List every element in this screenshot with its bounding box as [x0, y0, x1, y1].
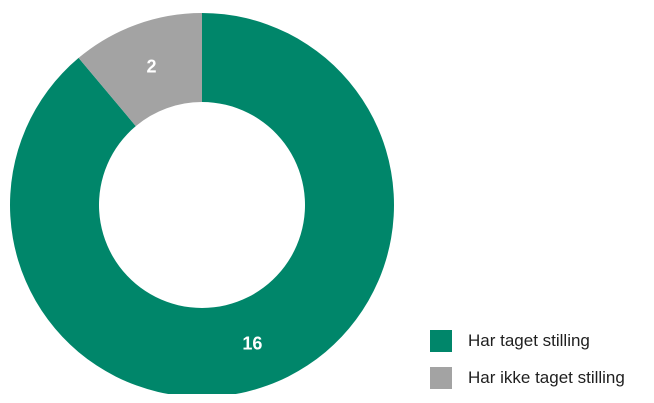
legend-swatch — [430, 367, 452, 389]
data-label-0: 16 — [242, 334, 262, 354]
legend-swatch — [430, 330, 452, 352]
data-label-1: 2 — [147, 56, 157, 76]
donut-slice-0 — [10, 13, 394, 394]
donut-chart: 16 2 — [10, 13, 394, 394]
legend-label: Har ikke taget stilling — [468, 368, 625, 387]
legend-item-har-ikke-taget-stilling: Har ikke taget stilling — [430, 366, 625, 390]
legend-item-har-taget-stilling: Har taget stilling — [430, 329, 625, 353]
donut-slice-1 — [78, 13, 202, 127]
chart-legend: Har taget stilling Har ikke taget stilli… — [430, 329, 625, 403]
legend-label: Har taget stilling — [468, 331, 590, 350]
